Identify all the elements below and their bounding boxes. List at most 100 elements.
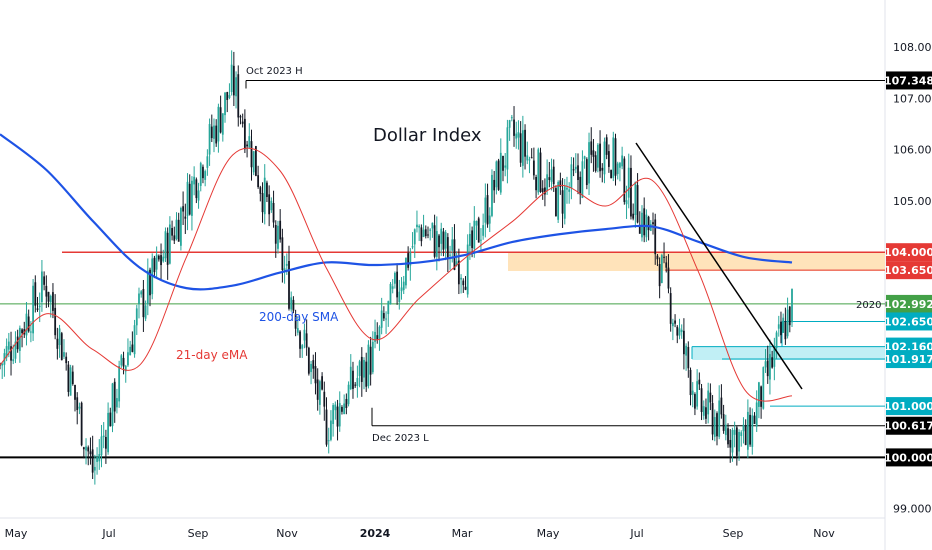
candle-body <box>764 361 767 368</box>
candle-body <box>495 161 498 188</box>
candle-body <box>742 424 745 432</box>
candle-body <box>416 224 418 228</box>
chart-title: Dollar Index <box>373 125 482 146</box>
candle-body <box>224 92 226 116</box>
candle-body <box>735 427 738 456</box>
level-badge-label: 100.617 <box>884 420 932 433</box>
candle-body <box>248 136 251 148</box>
candle-body <box>634 181 637 216</box>
candle-body <box>250 141 253 168</box>
candle-body <box>738 431 740 452</box>
candle-body <box>382 313 385 319</box>
candle-body <box>638 225 641 234</box>
candle-body <box>80 402 83 446</box>
candle-body <box>162 256 165 262</box>
candle-body <box>1 363 4 366</box>
candle-body <box>751 415 754 447</box>
candle-body <box>460 277 462 280</box>
candle-body <box>716 413 718 437</box>
candle-body <box>583 156 586 159</box>
candle-body <box>45 285 48 297</box>
candle-body <box>720 397 723 415</box>
candle-body <box>18 327 21 351</box>
candle-body <box>270 200 273 211</box>
candle-body <box>753 415 756 424</box>
candle-body <box>104 436 107 449</box>
candle-body <box>539 152 542 192</box>
candle-body <box>21 329 23 334</box>
candle-body <box>316 379 319 400</box>
candle-body <box>102 435 105 438</box>
candle-body <box>98 454 101 462</box>
x-tick-label: Jul <box>101 527 115 540</box>
candle-body <box>149 269 151 296</box>
candle-body <box>354 384 357 386</box>
candle-body <box>594 155 597 171</box>
candle-body <box>374 331 376 342</box>
candle-body <box>241 121 244 124</box>
candle-body <box>623 158 626 202</box>
candle-body <box>299 331 301 349</box>
candle-body <box>519 133 522 163</box>
candle-body <box>647 216 650 231</box>
candle-body <box>464 286 467 290</box>
candle-body <box>343 403 346 415</box>
candle-body <box>438 235 440 248</box>
candle-body <box>129 346 132 356</box>
candle-body <box>614 138 617 176</box>
candle-body <box>111 383 114 427</box>
candle-body <box>221 113 224 135</box>
x-tick-label: May <box>5 527 28 540</box>
candle-body <box>766 360 769 377</box>
candle-body <box>146 270 149 305</box>
candle-body <box>462 280 465 286</box>
candle-body <box>590 141 593 155</box>
candle-body <box>65 356 68 364</box>
candle-body <box>429 229 432 231</box>
candle-body <box>711 403 714 435</box>
candle-body <box>243 118 246 150</box>
candle-body <box>457 260 460 285</box>
candle-body <box>471 230 474 249</box>
candle-body <box>96 456 98 462</box>
candle-body <box>698 379 701 385</box>
level-badge-label: 100.000 <box>884 451 932 464</box>
candle-body <box>667 267 670 289</box>
candle-body <box>332 405 335 425</box>
candle-body <box>665 262 668 268</box>
candle-body <box>279 220 282 240</box>
candle-body <box>561 190 564 214</box>
candle-body <box>334 404 337 411</box>
level-badge-label: 102.650 <box>884 315 932 328</box>
candle-body <box>632 213 635 219</box>
candle-body <box>327 440 330 442</box>
sma-200-line <box>0 133 793 291</box>
candle-body <box>682 330 685 355</box>
y-tick-label: 106.000 <box>893 144 932 157</box>
candle-body <box>769 354 771 380</box>
downtrend-line <box>635 142 803 390</box>
candle-body <box>160 255 162 266</box>
candle-body <box>239 116 242 118</box>
candle-body <box>378 326 381 339</box>
candle-body <box>389 283 392 305</box>
candle-body <box>215 125 218 144</box>
candle-body <box>760 386 763 407</box>
candle-body <box>14 341 17 359</box>
candle-body <box>484 197 487 223</box>
candle-body <box>268 194 271 215</box>
candle-body <box>422 229 425 238</box>
candle-body <box>281 237 284 271</box>
candle-body <box>407 253 410 268</box>
candle-body <box>266 182 268 198</box>
candle-body <box>612 137 615 178</box>
candle-body <box>199 163 202 186</box>
candle-body <box>729 439 732 448</box>
candle-body <box>180 207 182 246</box>
candle-body <box>171 228 173 236</box>
candle-body <box>513 119 515 136</box>
candle-body <box>480 239 482 241</box>
candle-body <box>777 324 780 329</box>
candle-body <box>775 332 778 349</box>
